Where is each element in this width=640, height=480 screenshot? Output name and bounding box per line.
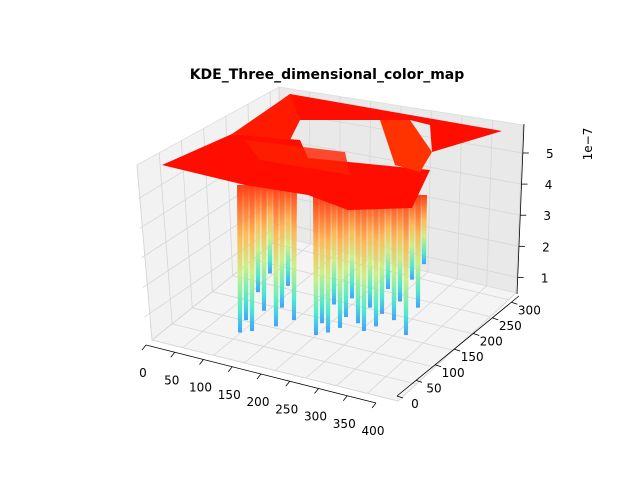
x-tick-mark: [256, 373, 262, 380]
surface-dip: [279, 185, 285, 308]
y-tick-label: 0: [411, 397, 419, 411]
x-tick-mark: [371, 402, 377, 409]
surface-dip: [255, 185, 261, 293]
x-tick-mark: [141, 344, 147, 351]
surface-dip: [415, 195, 421, 308]
plateau-mid: [232, 94, 300, 140]
surface-dip: [349, 195, 355, 299]
x-tick-label: 350: [333, 417, 356, 431]
z-offset-label: 1e−7: [581, 128, 595, 161]
x-tick-label: 250: [275, 402, 298, 416]
y-gridline: [272, 243, 509, 301]
y-tick-label: 200: [480, 335, 503, 349]
x-tick-mark: [285, 381, 291, 387]
surface-dip: [331, 195, 337, 305]
x-tick-label: 100: [189, 381, 212, 395]
y-tick-mark: [454, 348, 461, 352]
surface-dip: [337, 195, 343, 328]
z-tick-label: 5: [546, 147, 554, 161]
surface-dip: [237, 185, 243, 333]
y-axis-line: [396, 295, 520, 397]
y-tick-label: 250: [499, 319, 522, 333]
surface-dip: [361, 195, 367, 331]
y-gridline: [192, 307, 435, 368]
y-tick-mark: [473, 333, 480, 336]
x-tick-mark: [199, 359, 204, 365]
y-tick-label: 100: [442, 366, 465, 380]
x-tick-mark: [342, 395, 348, 401]
surface-dip: [355, 195, 361, 324]
plateau-front: [162, 134, 430, 210]
y-wall-gridline: [136, 164, 153, 341]
y-wall-gridline: [158, 152, 173, 324]
y-gridline: [151, 339, 399, 402]
x-tick-mark: [314, 388, 319, 394]
x-tick-label: 0: [139, 366, 147, 380]
x-tick-mark: [170, 352, 176, 358]
surface-dip: [273, 185, 279, 327]
y-tick-mark: [415, 379, 423, 383]
axis-ticks: 0501001502002503003504000501001502002503…: [139, 147, 553, 438]
surface-spikes: [237, 185, 427, 335]
z-tick-label: 4: [545, 178, 553, 192]
surface-dip: [403, 195, 409, 335]
surface-dip: [261, 185, 267, 311]
plateau-back: [283, 94, 502, 152]
y-tick-mark: [434, 364, 442, 368]
z-tick-label: 3: [543, 209, 551, 223]
chart-title: KDE_Three_dimensional_color_map: [190, 67, 465, 83]
surface-dip: [249, 185, 255, 331]
surface-dip: [379, 195, 385, 314]
y-gridline: [172, 323, 417, 385]
y-tick-mark: [396, 395, 404, 399]
surface-dip: [343, 195, 349, 317]
surface-dip: [313, 195, 319, 335]
x-gridline: [366, 285, 487, 394]
surface-dip: [319, 195, 325, 324]
surface-dip: [397, 195, 403, 302]
y-tick-mark: [511, 301, 518, 305]
x-tick-label: 200: [247, 395, 270, 409]
surface-dip: [285, 185, 291, 286]
y-tick-label: 150: [461, 350, 484, 364]
x-tick-label: 150: [218, 388, 241, 402]
surface-dip: [385, 195, 391, 289]
z-axis-line: [516, 123, 525, 295]
x-tick-label: 300: [304, 410, 327, 424]
y-tick-mark: [492, 317, 499, 321]
surface-dip: [267, 185, 273, 274]
x-gridline: [336, 278, 458, 387]
surface-dip: [367, 195, 373, 308]
plateau-right: [380, 120, 432, 172]
y-tick-label: 300: [518, 303, 541, 317]
surface-dip: [291, 185, 297, 321]
y-gridline: [232, 275, 472, 334]
z-tick-label: 2: [542, 240, 550, 254]
surface-dip: [325, 195, 331, 333]
surface-dip: [409, 195, 415, 280]
x-tick-label: 50: [164, 373, 179, 387]
x-tick-mark: [227, 366, 233, 372]
z-tick-label: 1: [541, 271, 549, 285]
y-tick-label: 50: [426, 381, 441, 395]
x-tick-label: 400: [362, 424, 385, 438]
surface-dip: [421, 195, 427, 265]
plateau-texture: [245, 140, 350, 175]
surface-dip: [391, 195, 397, 321]
surface: [162, 94, 502, 335]
surface-dip: [243, 185, 249, 321]
surface-dip: [373, 195, 379, 327]
